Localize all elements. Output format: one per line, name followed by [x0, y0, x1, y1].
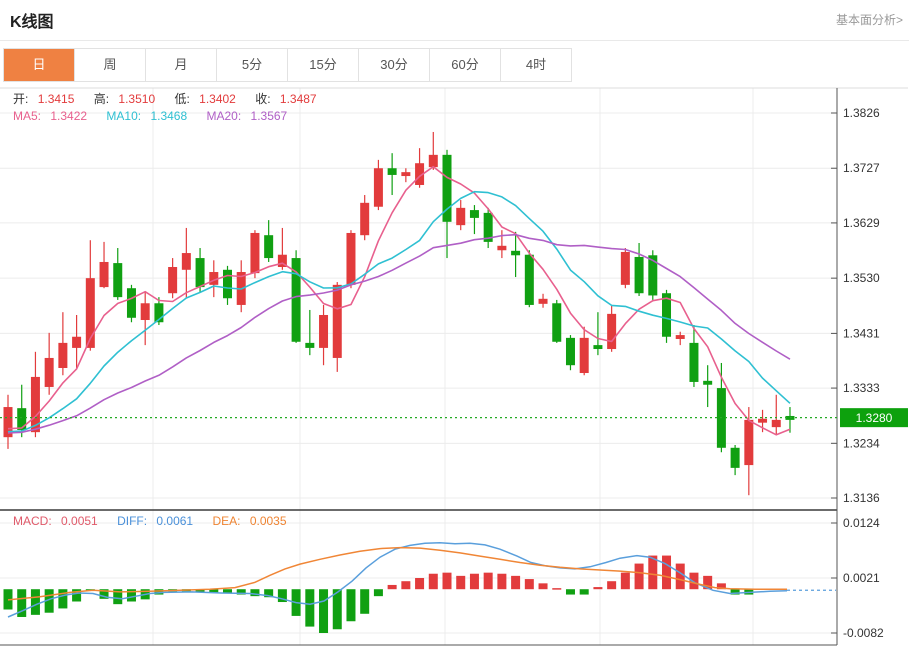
tab-30min[interactable]: 30分 — [359, 49, 430, 81]
svg-text:1.3333: 1.3333 — [843, 381, 880, 395]
svg-text:1.3826: 1.3826 — [843, 106, 880, 120]
ma5-label: MA5: — [13, 109, 42, 123]
macd-row: MACD: 0.0051 DIFF: 0.0061 DEA: 0.0035 — [13, 514, 293, 528]
low-value: 1.3402 — [199, 92, 236, 106]
current-price-value: 1.3280 — [856, 411, 893, 425]
ma10-label: MA10: — [106, 109, 142, 123]
ma20-label: MA20: — [206, 109, 242, 123]
tab-60min[interactable]: 60分 — [430, 49, 501, 81]
tab-4hour[interactable]: 4时 — [525, 57, 547, 72]
ma5-value: 1.3422 — [50, 109, 88, 123]
svg-text:0.0021: 0.0021 — [843, 571, 880, 585]
svg-text:1.3727: 1.3727 — [843, 161, 880, 175]
svg-text:1.3629: 1.3629 — [843, 216, 880, 230]
ohlc-row: 开: 1.3415 高: 1.3510 低: 1.3402 收: 1.3487 — [13, 90, 323, 107]
open-value: 1.3415 — [37, 92, 75, 106]
diff-label: DIFF: — [117, 514, 148, 528]
svg-text:1.3136: 1.3136 — [843, 491, 880, 505]
tab-day[interactable]: 日 — [4, 49, 75, 81]
close-label: 收: — [255, 92, 271, 106]
diff-value: 0.0061 — [156, 514, 194, 528]
open-label: 开: — [13, 92, 29, 106]
svg-text:0.0124: 0.0124 — [843, 516, 880, 530]
ma-row: MA5: 1.3422 MA10: 1.3468 MA20: 1.3567 — [13, 109, 293, 123]
close-value: 1.3487 — [279, 92, 317, 106]
tab-week[interactable]: 周 — [75, 49, 146, 81]
dea-value: 0.0035 — [249, 514, 287, 528]
high-value: 1.3510 — [118, 92, 156, 106]
svg-text:1.3431: 1.3431 — [843, 326, 880, 340]
dea-label: DEA: — [212, 514, 241, 528]
interval-tabbar: 日 周 月 5分 15分 30分 60分 4时 — [3, 48, 572, 82]
macd-label: MACD: — [13, 514, 52, 528]
high-label: 高: — [93, 92, 110, 106]
header-divider — [0, 40, 909, 41]
tab-5min[interactable]: 5分 — [217, 49, 288, 81]
fundamental-analysis-link[interactable]: 基本面分析> — [835, 13, 903, 27]
tab-month[interactable]: 月 — [146, 49, 217, 81]
macd-value: 0.0051 — [61, 514, 98, 528]
page-title: K线图 — [10, 14, 54, 31]
ma20-value: 1.3567 — [250, 109, 288, 123]
ma10-value: 1.3468 — [150, 109, 188, 123]
svg-text:1.3530: 1.3530 — [843, 271, 880, 285]
svg-text:1.3234: 1.3234 — [843, 436, 880, 450]
tab-15min[interactable]: 15分 — [288, 49, 359, 81]
current-price-badge — [840, 408, 908, 428]
low-label: 低: — [174, 92, 190, 106]
svg-text:-0.0082: -0.0082 — [843, 626, 884, 640]
